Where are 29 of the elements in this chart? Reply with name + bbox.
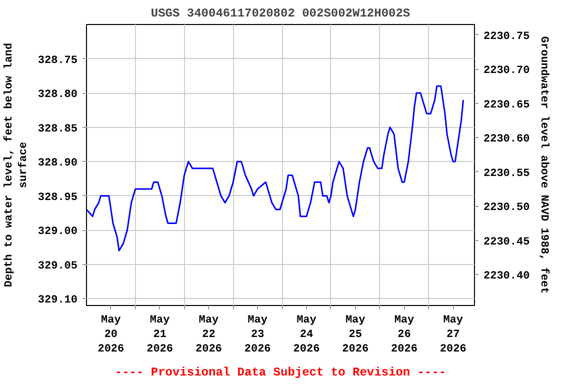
y2-tick-label: 2230.40	[484, 270, 530, 283]
y-tick-label: 328.95	[38, 192, 78, 204]
x-tick-label: May 24 2026	[293, 314, 320, 356]
y2-axis-title: Groundwater level above NAVD 1988, feet	[538, 36, 551, 294]
x-tick-label: May 22 2026	[196, 314, 222, 356]
x-tick-label: May 21 2026	[146, 314, 174, 356]
chart-title: USGS 340046117020802 002S002W12H002S	[150, 6, 410, 20]
x-tick-label: May 27 2026	[440, 314, 466, 356]
y2-tick-label: 2230.70	[484, 65, 530, 78]
y-tick-label: 329.05	[38, 260, 78, 272]
x-tick-label: May 20 2026	[98, 314, 124, 356]
x-tick-label: May 25 2026	[342, 314, 369, 356]
line-series	[86, 85, 464, 252]
y-tick-label: 328.80	[38, 89, 78, 102]
y-tick-label: 329.00	[38, 226, 78, 238]
y2-tick-label: 2230.75	[484, 30, 530, 43]
y-axis-title: Depth to water level, feet below land surface	[2, 42, 30, 288]
y2-tick-label: 2230.60	[484, 134, 530, 146]
x-tick-label: May 23 2026	[244, 314, 271, 356]
y2-tick-label: 2230.50	[484, 202, 530, 214]
y2-tick-label: 2230.45	[484, 236, 530, 248]
y2-tick-label: 2230.55	[484, 168, 530, 180]
y-tick-label: 328.90	[38, 158, 78, 170]
text: ---- Provisional Data Subject to Revision ----	[114, 366, 446, 380]
y-tick-label: 328.75	[38, 54, 78, 67]
x-tick-label: May 26 2026	[391, 314, 418, 356]
y2-tick-label: 2230.65	[484, 99, 530, 112]
y-tick-label: 329.10	[38, 294, 78, 307]
y-tick-label: 328.85	[38, 123, 78, 136]
